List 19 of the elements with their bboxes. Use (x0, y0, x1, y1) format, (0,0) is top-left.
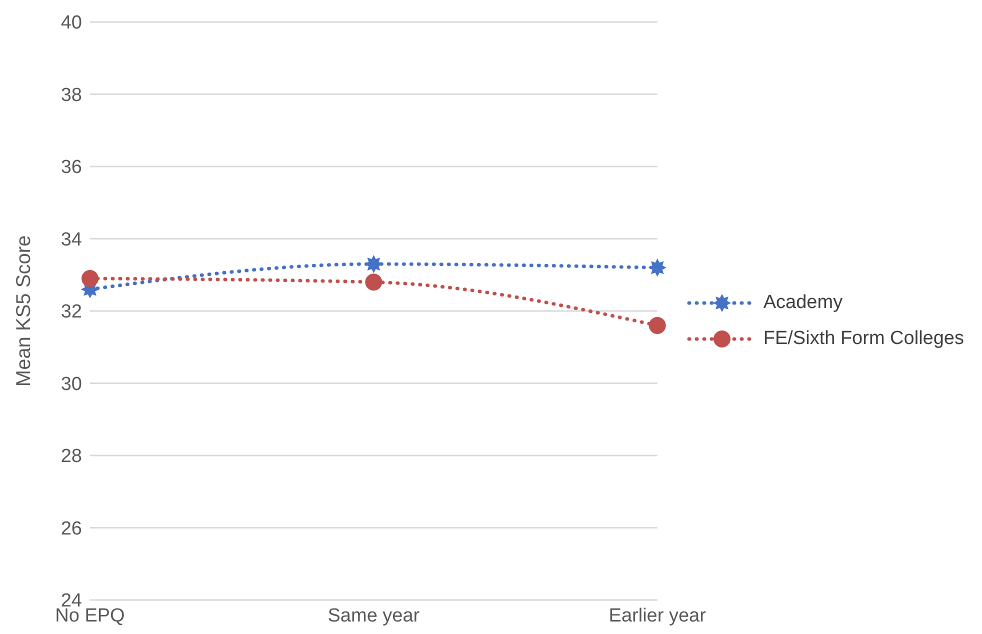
legend-label: FE/Sixth Form Colleges (763, 328, 964, 350)
point (365, 256, 382, 273)
y-tick-label: 26 (60, 518, 82, 540)
y-tick-label: 30 (60, 374, 82, 395)
legend-label: Academy (763, 292, 843, 314)
y-tick-label: 28 (60, 446, 82, 468)
point (365, 274, 382, 291)
point (648, 316, 666, 334)
x-tick-label: Earlier year (608, 605, 707, 626)
y-tick-label: 38 (60, 84, 82, 106)
y-tick-label: 36 (60, 157, 82, 178)
x-tick-label: Same year (328, 605, 420, 626)
y-tick-label: 32 (60, 302, 82, 323)
y-axis-title: Mean KS5 Score (13, 235, 36, 387)
point (648, 259, 666, 276)
x-tick-label: No EPQ (55, 605, 125, 626)
y-tick-label: 40 (60, 12, 82, 34)
y-tick-label: 34 (60, 229, 82, 250)
point (82, 270, 98, 287)
